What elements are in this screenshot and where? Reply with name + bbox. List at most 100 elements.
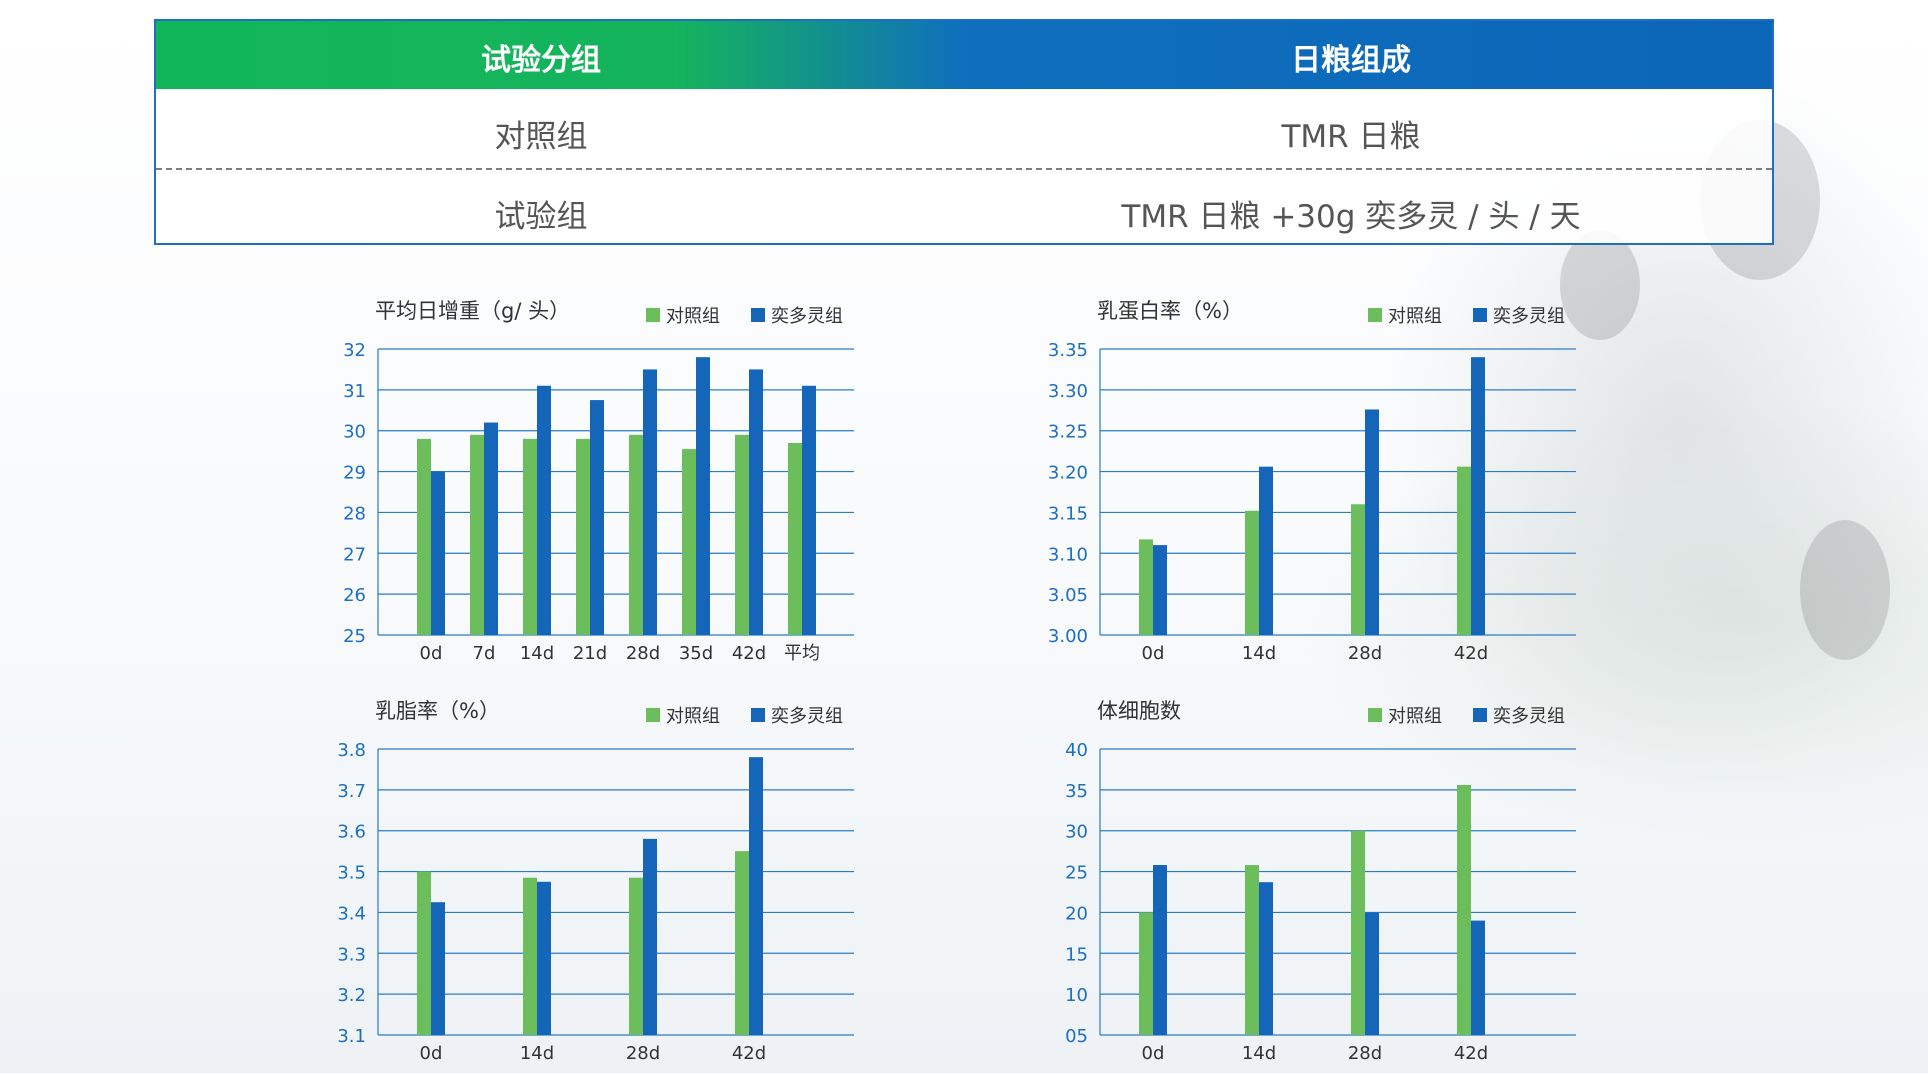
y-tick-label: 35	[1065, 781, 1088, 802]
y-tick-label: 3.25	[1048, 422, 1088, 443]
bar	[749, 369, 763, 635]
row-trial-diet: TMR 日粮 +30g 奕多灵 / 头 / 天	[1121, 199, 1581, 235]
bar	[1457, 784, 1471, 1035]
y-tick-label: 3.7	[337, 781, 366, 802]
x-tick-label: 42d	[732, 643, 766, 664]
legend-label: 奕多灵组	[1493, 706, 1565, 727]
bar	[1471, 920, 1485, 1035]
bar	[590, 400, 604, 635]
y-tick-label: 3.1	[337, 1026, 366, 1047]
y-tick-label: 40	[1065, 740, 1088, 761]
y-tick-label: 3.5	[337, 863, 366, 884]
bar	[523, 438, 537, 635]
cow-patch	[1800, 520, 1890, 660]
x-tick-label: 7d	[473, 643, 496, 664]
row-divider	[156, 168, 1772, 170]
legend-swatch	[751, 308, 765, 322]
bar	[1457, 466, 1471, 635]
bar	[576, 438, 590, 635]
bar	[735, 434, 749, 635]
y-tick-label: 3.2	[337, 985, 366, 1006]
row-trial-group: 试验组	[494, 199, 588, 235]
bar	[537, 881, 551, 1035]
bar	[431, 902, 445, 1035]
chart-svg: 平均日增重（g/ 头） 对照组 奕多灵组 25 26 27 28 29 30 31 32 0d 7d 14…	[343, 299, 854, 664]
y-tick-label: 3.10	[1048, 544, 1088, 565]
x-tick-label: 平均	[784, 643, 820, 664]
table-header: 试验分组 日粮组成	[156, 21, 1772, 89]
y-tick-label: 3.35	[1048, 340, 1088, 361]
bar	[431, 471, 445, 635]
bar	[523, 877, 537, 1035]
x-tick-label: 28d	[626, 1043, 660, 1064]
bar	[1259, 882, 1273, 1035]
legend-swatch	[646, 708, 660, 722]
y-tick-label: 32	[343, 340, 366, 361]
y-tick-label: 25	[1065, 863, 1088, 884]
chart-milk-protein: 乳蛋白率（%） 对照组 奕多灵组 3.00 3.05 3.10 3.15 3.20 3.25 3.…	[1048, 290, 1612, 670]
legend-swatch	[751, 708, 765, 722]
y-tick-label: 25	[343, 626, 366, 647]
legend-swatch	[1473, 708, 1487, 722]
legend-label: 奕多灵组	[771, 306, 843, 327]
bar	[629, 434, 643, 635]
y-tick-label: 27	[343, 544, 366, 565]
chart-somatic-cells: 体细胞数 对照组 奕多灵组 05 10 15 20 25 30 35 40 0d 14d 28d 42d	[1052, 690, 1612, 1070]
bar	[1351, 830, 1365, 1035]
header-diet: 日粮组成	[1291, 43, 1411, 78]
chart-svg: 乳蛋白率（%） 对照组 奕多灵组 3.00 3.05 3.10 3.15 3.20 3.25 3.…	[1048, 299, 1576, 664]
x-tick-label: 0d	[1142, 1043, 1165, 1064]
y-tick-label: 31	[343, 381, 366, 402]
x-tick-label: 14d	[1242, 643, 1276, 664]
x-tick-label: 35d	[679, 643, 713, 664]
bar	[484, 422, 498, 635]
bar	[470, 434, 484, 635]
bar	[1139, 912, 1153, 1035]
legend-swatch	[646, 308, 660, 322]
legend-label: 对照组	[1388, 306, 1442, 327]
y-tick-label: 3.4	[337, 903, 366, 924]
x-tick-label: 14d	[520, 1043, 554, 1064]
x-tick-label: 28d	[1348, 1043, 1382, 1064]
chart-title: 乳蛋白率（%）	[1097, 299, 1243, 323]
x-tick-label: 0d	[1142, 643, 1165, 664]
chart-title: 平均日增重（g/ 头）	[375, 299, 570, 323]
chart-title: 体细胞数	[1097, 699, 1181, 723]
bar	[1139, 539, 1153, 635]
y-tick-label: 30	[1065, 822, 1088, 843]
header-group: 试验分组	[481, 43, 601, 78]
chart-milk-fat: 乳脂率（%） 对照组 奕多灵组 3.1 3.2 3.3 3.4 3.5 3.6 3.7 3.8 0d 1…	[330, 690, 890, 1070]
legend-label: 对照组	[1388, 706, 1442, 727]
x-tick-label: 42d	[1454, 1043, 1488, 1064]
bar	[1153, 545, 1167, 635]
chart-svg: 乳脂率（%） 对照组 奕多灵组 3.1 3.2 3.3 3.4 3.5 3.6 3.7 3.8 0d 1…	[337, 699, 854, 1064]
x-tick-label: 28d	[1348, 643, 1382, 664]
y-tick-label: 3.6	[337, 822, 366, 843]
diet-table: 试验分组 日粮组成 对照组 TMR 日粮 试验组 TMR 日粮 +30g 奕多灵…	[154, 19, 1774, 245]
row-control-group: 对照组	[494, 119, 588, 155]
chart-daily-gain: 平均日增重（g/ 头） 对照组 奕多灵组 25 26 27 28 29 30 31 32 0d 7d 14…	[330, 290, 890, 670]
x-tick-label: 14d	[520, 643, 554, 664]
chart-title: 乳脂率（%）	[375, 699, 500, 723]
bar	[643, 369, 657, 635]
bar	[1245, 865, 1259, 1035]
y-tick-label: 29	[343, 463, 366, 484]
bar	[682, 449, 696, 635]
x-tick-label: 14d	[1242, 1043, 1276, 1064]
chart-svg: 体细胞数 对照组 奕多灵组 05 10 15 20 25 30 35 40 0d 14d 28d 42d	[1065, 699, 1576, 1064]
bar	[417, 438, 431, 635]
x-tick-label: 42d	[1454, 643, 1488, 664]
y-tick-label: 15	[1065, 944, 1088, 965]
y-tick-label: 30	[343, 422, 366, 443]
y-tick-label: 3.30	[1048, 381, 1088, 402]
y-tick-label: 10	[1065, 985, 1088, 1006]
bar	[1245, 510, 1259, 635]
y-tick-label: 05	[1065, 1026, 1088, 1047]
y-tick-label: 3.00	[1048, 626, 1088, 647]
bar	[802, 385, 816, 635]
y-tick-label: 3.3	[337, 944, 366, 965]
y-tick-label: 20	[1065, 903, 1088, 924]
x-tick-label: 42d	[732, 1043, 766, 1064]
bar	[629, 877, 643, 1035]
bar	[735, 851, 749, 1035]
